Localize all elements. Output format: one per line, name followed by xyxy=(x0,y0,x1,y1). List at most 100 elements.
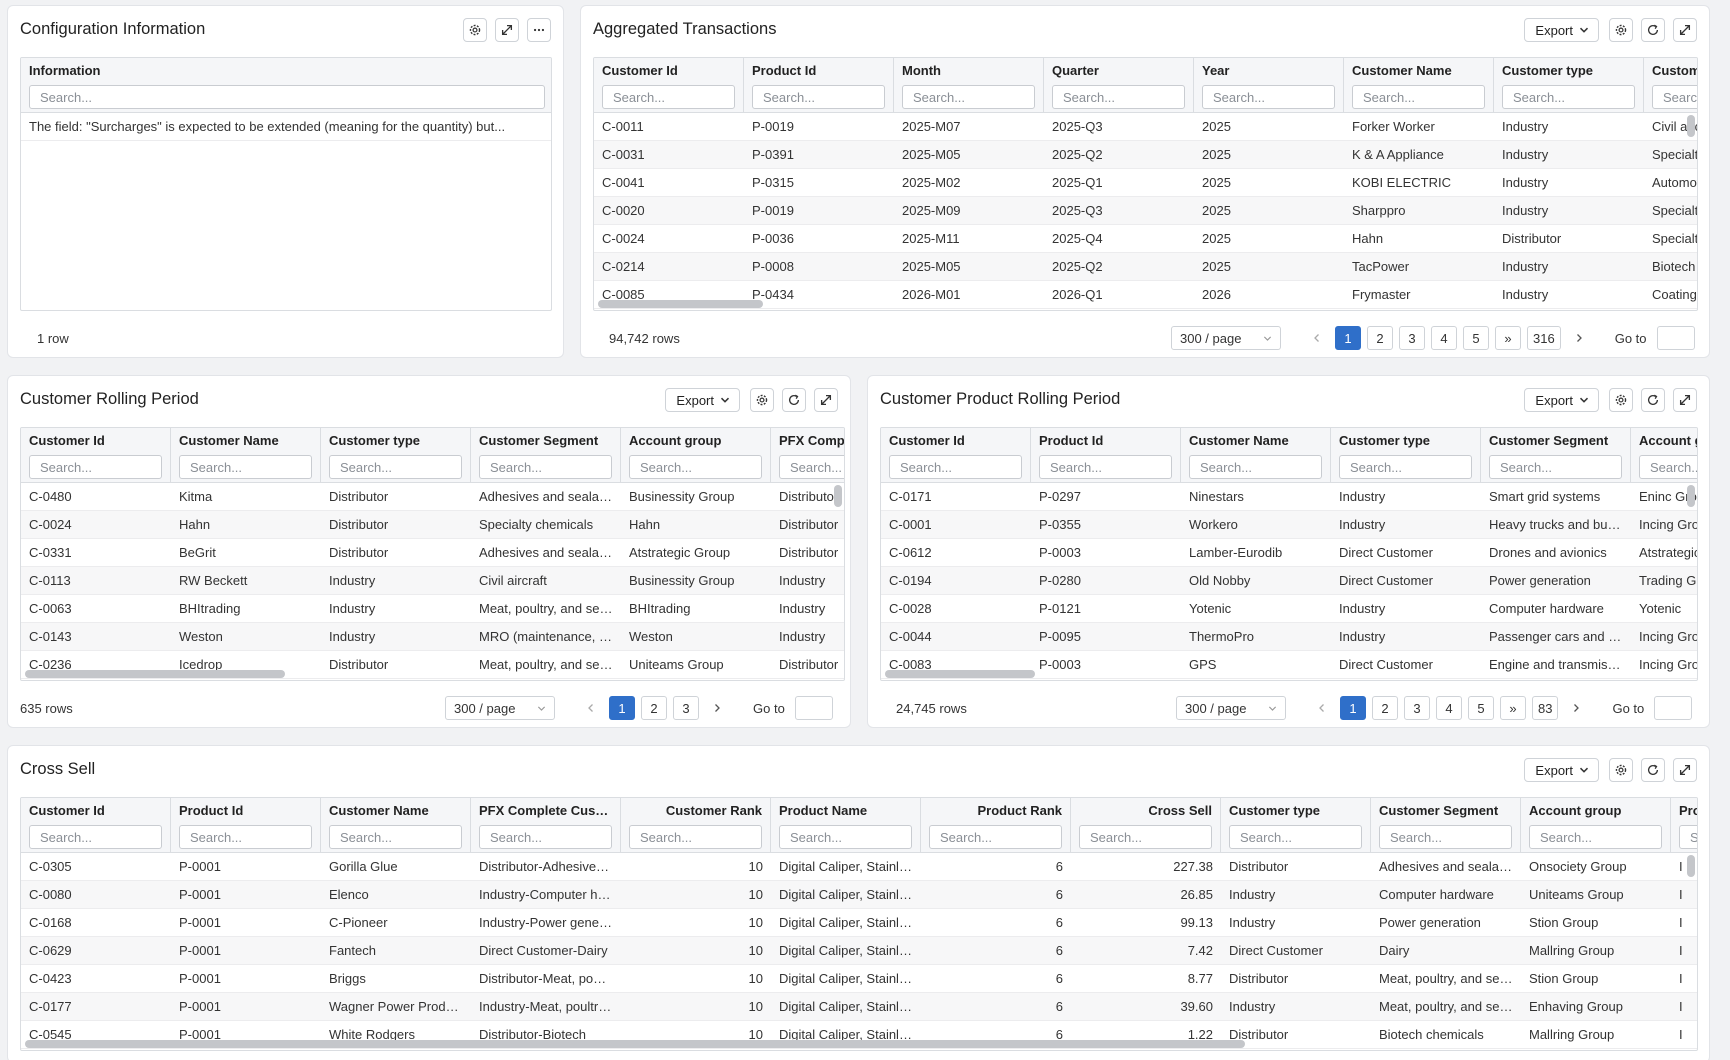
vertical-scrollbar[interactable] xyxy=(1687,115,1695,137)
page-size-select[interactable]: 300 / page xyxy=(1176,696,1286,720)
settings-button[interactable] xyxy=(750,388,774,412)
page-button[interactable]: 3 xyxy=(1399,326,1425,350)
next-page-button[interactable] xyxy=(705,696,729,720)
column-header-product-group[interactable]: Product Group xyxy=(1671,798,1697,852)
horizontal-scrollbar[interactable] xyxy=(25,1040,1245,1048)
search-input[interactable] xyxy=(479,455,612,479)
page-button[interactable]: 2 xyxy=(641,696,667,720)
goto-input[interactable] xyxy=(1656,326,1695,350)
goto-input[interactable] xyxy=(1654,696,1693,720)
export-button[interactable]: Export xyxy=(1524,18,1599,42)
expand-button[interactable] xyxy=(1673,758,1697,782)
column-header-customer-id[interactable]: Customer Id xyxy=(21,798,171,852)
column-header-customer-type[interactable]: Customer type xyxy=(1221,798,1371,852)
page-button[interactable]: 3 xyxy=(673,696,699,720)
search-input[interactable] xyxy=(29,85,545,109)
export-button[interactable]: Export xyxy=(1524,758,1599,782)
table-row[interactable]: C-0177 P-0001 Wagner Power Products Industr… xyxy=(21,993,1697,1021)
search-input[interactable] xyxy=(329,825,462,849)
table-row[interactable]: C-0041 P-0315 2025-M02 2025-Q1 2025 KOBI ELEC… xyxy=(594,169,1697,197)
column-header-product-id[interactable]: Product Id xyxy=(1031,428,1181,482)
search-input[interactable] xyxy=(179,455,312,479)
table-row[interactable]: C-0028 P-0121 Yotenic Industry Computer hard… xyxy=(881,595,1697,623)
table-row[interactable]: C-0545 P-0001 White Rodgers Distributor-Bio… xyxy=(21,1021,1697,1049)
table-row[interactable]: C-0143 Weston Industry MRO (maintenance, re… xyxy=(21,623,844,651)
table-row[interactable]: C-0214 P-0008 2025-M05 2025-Q2 2025 TacPower I… xyxy=(594,253,1697,281)
table-row[interactable]: C-0044 P-0095 ThermoPro Industry Passenger c… xyxy=(881,623,1697,651)
search-input[interactable] xyxy=(752,85,885,109)
page-button[interactable]: 2 xyxy=(1367,326,1393,350)
search-input[interactable] xyxy=(1489,455,1622,479)
search-input[interactable] xyxy=(602,85,735,109)
search-input[interactable] xyxy=(1339,455,1472,479)
column-header-product-name[interactable]: Product Name xyxy=(771,798,921,852)
prev-page-button[interactable] xyxy=(579,696,603,720)
refresh-button[interactable] xyxy=(782,388,806,412)
expand-button[interactable] xyxy=(495,18,519,42)
column-header-account-group[interactable]: Account group xyxy=(1521,798,1671,852)
table-row[interactable]: The field: "Surcharges" is expected to b… xyxy=(21,113,551,141)
table-row[interactable]: C-0083 P-0003 GPS Direct Customer Engine and… xyxy=(881,651,1697,679)
search-input[interactable] xyxy=(1079,825,1212,849)
settings-button[interactable] xyxy=(1609,18,1633,42)
export-button[interactable]: Export xyxy=(1524,388,1599,412)
page-button[interactable]: 1 xyxy=(609,696,635,720)
search-input[interactable] xyxy=(1352,85,1485,109)
next-page-button[interactable] xyxy=(1564,696,1588,720)
column-header-customer-segment[interactable]: Customer Segment xyxy=(1644,58,1697,112)
search-input[interactable] xyxy=(1379,825,1512,849)
column-header-customer-type[interactable]: Customer type xyxy=(1331,428,1481,482)
prev-page-button[interactable] xyxy=(1310,696,1334,720)
column-header-month[interactable]: Month xyxy=(894,58,1044,112)
expand-button[interactable] xyxy=(1673,18,1697,42)
refresh-button[interactable] xyxy=(1641,758,1665,782)
last-page-button[interactable]: 83 xyxy=(1532,696,1559,720)
page-button[interactable]: 2 xyxy=(1372,696,1398,720)
column-header-customer-name[interactable]: Customer Name xyxy=(1181,428,1331,482)
table-row[interactable]: C-0629 P-0001 Fantech Direct Customer-Dairy… xyxy=(21,937,1697,965)
search-input[interactable] xyxy=(479,825,612,849)
table-row[interactable]: C-0194 P-0280 Old Nobby Direct Customer Powe… xyxy=(881,567,1697,595)
page-button[interactable]: 5 xyxy=(1468,696,1494,720)
search-input[interactable] xyxy=(902,85,1035,109)
search-input[interactable] xyxy=(1039,455,1172,479)
table-row[interactable]: C-0423 P-0001 Briggs Distributor-Meat, poul… xyxy=(21,965,1697,993)
search-input[interactable] xyxy=(1639,455,1697,479)
column-header-customer-id[interactable]: Customer Id xyxy=(21,428,171,482)
column-header-customer-id[interactable]: Customer Id xyxy=(881,428,1031,482)
expand-button[interactable] xyxy=(814,388,838,412)
table-row[interactable]: C-0080 P-0001 Elenco Industry-Computer hard… xyxy=(21,881,1697,909)
page-button[interactable]: 1 xyxy=(1335,326,1361,350)
table-row[interactable]: C-0168 P-0001 C-Pioneer Industry-Power gene… xyxy=(21,909,1697,937)
column-header-pfx-complete-customer-segment[interactable]: PFX Complete Customer Segment xyxy=(771,428,844,482)
table-row[interactable]: C-0063 BHItrading Industry Meat, poultry, a… xyxy=(21,595,844,623)
goto-input[interactable] xyxy=(794,696,833,720)
settings-button[interactable] xyxy=(1609,758,1633,782)
page-size-select[interactable]: 300 / page xyxy=(1171,326,1281,350)
page-size-select[interactable]: 300 / page xyxy=(445,696,555,720)
search-input[interactable] xyxy=(1202,85,1335,109)
column-header-product-id[interactable]: Product Id xyxy=(171,798,321,852)
search-input[interactable] xyxy=(629,825,762,849)
table-row[interactable]: C-0236 Icedrop Distributor Meat, poultry, a… xyxy=(21,651,844,679)
page-button[interactable]: 1 xyxy=(1340,696,1366,720)
column-header-pfx-complete-customer-segment[interactable]: PFX Complete Customer Segment xyxy=(471,798,621,852)
table-row[interactable]: C-0024 P-0036 2025-M11 2025-Q4 2025 Hahn Distr… xyxy=(594,225,1697,253)
search-input[interactable] xyxy=(1529,825,1662,849)
column-header-cross-sell[interactable]: Cross Sell xyxy=(1071,798,1221,852)
vertical-scrollbar[interactable] xyxy=(1687,485,1695,507)
column-header-customer-name[interactable]: Customer Name xyxy=(171,428,321,482)
column-header-year[interactable]: Year xyxy=(1194,58,1344,112)
search-input[interactable] xyxy=(779,455,844,479)
table-row[interactable]: C-0020 P-0019 2025-M09 2025-Q3 2025 Sharppro I… xyxy=(594,197,1697,225)
prev-page-button[interactable] xyxy=(1305,326,1329,350)
page-button[interactable]: 4 xyxy=(1436,696,1462,720)
column-header-customer-id[interactable]: Customer Id xyxy=(594,58,744,112)
table-row[interactable]: C-0024 Hahn Distributor Specialty chemicals… xyxy=(21,511,844,539)
search-input[interactable] xyxy=(29,455,162,479)
table-row[interactable]: C-0011 P-0019 2025-M07 2025-Q3 2025 Forker Wo… xyxy=(594,113,1697,141)
table-row[interactable]: C-0113 RW Beckett Industry Civil aircraft Bu… xyxy=(21,567,844,595)
column-header-customer-segment[interactable]: Customer Segment xyxy=(471,428,621,482)
search-input[interactable] xyxy=(329,455,462,479)
table-row[interactable]: C-0171 P-0297 Ninestars Industry Smart grid … xyxy=(881,483,1697,511)
